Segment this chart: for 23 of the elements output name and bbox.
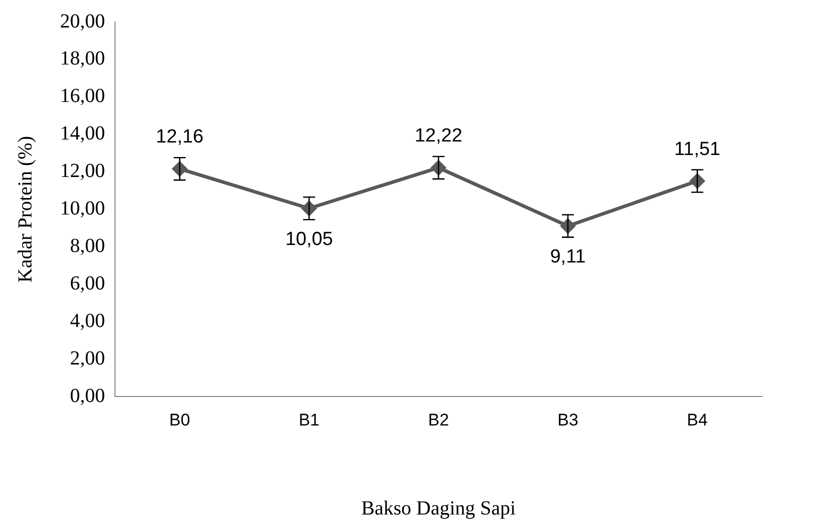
x-tick-label: B4 (686, 410, 708, 430)
y-axis-title: Kadar Protein (%) (14, 136, 36, 283)
y-tick-label: 12,00 (60, 160, 105, 182)
y-tick-label: 8,00 (70, 235, 105, 258)
y-tick-label: 20,00 (60, 10, 105, 32)
y-tick-label: 16,00 (60, 85, 105, 108)
y-tick-label: 0,00 (70, 384, 105, 407)
x-tick-label: B2 (428, 410, 449, 430)
data-label: 10,05 (285, 229, 333, 250)
y-tick-label: 4,00 (70, 310, 105, 332)
y-tick-label: 14,00 (60, 122, 105, 145)
data-label: 12,22 (414, 125, 462, 146)
y-tick-label: 10,00 (60, 198, 105, 220)
data-label: 12,16 (156, 126, 204, 148)
data-label: 9,11 (550, 246, 586, 268)
x-tick-label: B0 (169, 410, 190, 430)
y-tick-label: 18,00 (60, 48, 105, 70)
y-tick-label: 6,00 (70, 272, 105, 294)
x-axis-title: Bakso Daging Sapi (361, 497, 516, 520)
y-tick-label: 2,00 (70, 347, 105, 370)
data-label: 11,51 (674, 138, 720, 160)
x-tick-label: B1 (298, 410, 320, 430)
x-tick-label: B3 (558, 410, 578, 430)
